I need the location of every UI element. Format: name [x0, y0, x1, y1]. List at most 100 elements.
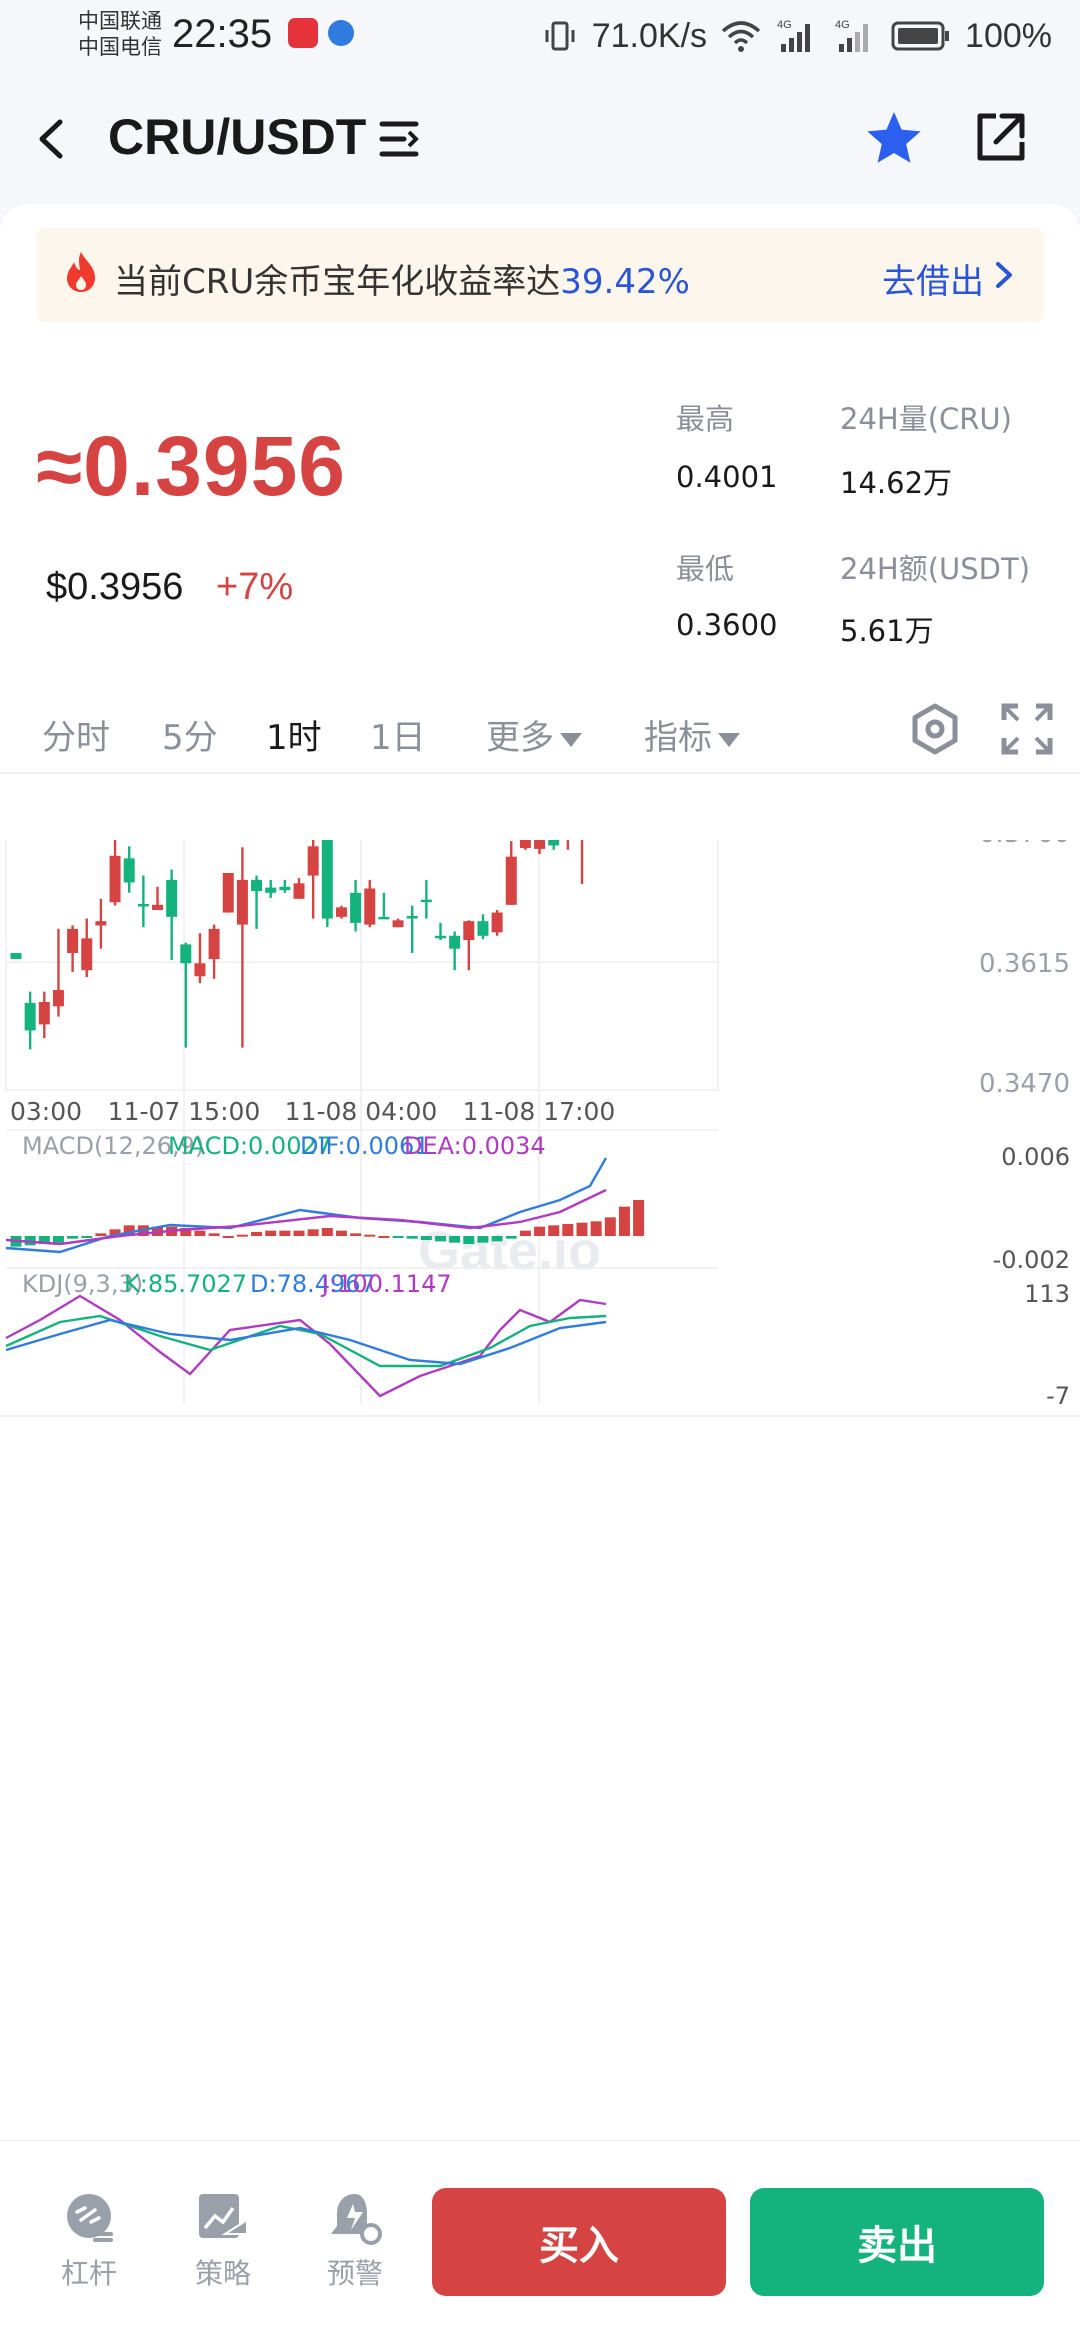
buy-button[interactable]: 买入 [432, 2188, 726, 2296]
pair-menu-icon[interactable] [378, 116, 420, 162]
strategy-icon [199, 2194, 248, 2238]
tab-1hour[interactable]: 1时 [266, 718, 322, 758]
fullscreen-icon[interactable] [1000, 702, 1054, 756]
macd-bar [435, 1236, 446, 1242]
high-value: 0.4001 [676, 460, 778, 494]
macd-legend: MACD(12,26,9) [22, 1132, 204, 1160]
candle-body [477, 921, 489, 936]
macd-bar [590, 1221, 602, 1236]
price-axis-label: 0.3470 [979, 1069, 1070, 1099]
candle-body [364, 888, 376, 925]
dropdown-icon [718, 732, 740, 747]
candle-body [52, 989, 64, 1007]
candle-body [420, 899, 432, 903]
chart-settings-icon[interactable] [908, 702, 962, 756]
macd-bar [633, 1200, 645, 1236]
candle-body [406, 916, 418, 919]
favorite-star-icon[interactable] [864, 108, 924, 168]
sell-button[interactable]: 卖出 [750, 2188, 1044, 2296]
macd-bar [378, 1236, 390, 1238]
signal-icon-1: 4G [777, 19, 811, 52]
app-notification-icon [288, 18, 318, 48]
time-axis-label: 11-08 04:00 [285, 1097, 438, 1126]
price-change: +7% [216, 566, 294, 608]
macd-bar [449, 1236, 461, 1243]
tab-indicators[interactable]: 指标 [644, 710, 740, 759]
candle-body [166, 879, 178, 917]
candle-body [279, 886, 291, 891]
d-line [5, 1318, 607, 1366]
svg-text:4G: 4G [777, 19, 792, 31]
price-axis-label: 0.3760 [979, 840, 1070, 849]
tab-timeline[interactable]: 分时 [42, 718, 110, 758]
macd-bar [52, 1236, 64, 1243]
candle-body [123, 858, 135, 883]
candle-body [67, 928, 79, 953]
tab-1day[interactable]: 1日 [370, 718, 426, 758]
wifi-icon [721, 21, 761, 52]
status-bar: 中国联通 中国电信 22:35 71.0K/s 4G 4G 100% [0, 0, 1080, 78]
macd-bar [208, 1233, 220, 1236]
tab-more[interactable]: 更多 [486, 710, 582, 759]
svg-text:4G: 4G [835, 19, 850, 31]
tabs-divider [0, 772, 1080, 774]
alert-button[interactable]: 预警 [310, 2190, 400, 2292]
price-usd: $0.3956 [46, 566, 184, 608]
net-speed: 71.0K/s [591, 16, 708, 55]
nav-bar: CRU/USDT [0, 78, 1080, 204]
low-value: 0.3600 [676, 608, 778, 642]
candle-body [505, 856, 517, 905]
candles-layer [10, 840, 584, 1050]
macd-axis-top: 0.006 [1001, 1143, 1070, 1171]
macd-legend: DIF:0.0061 [300, 1132, 430, 1160]
battery-icon [891, 21, 950, 51]
macd-bar [420, 1236, 432, 1240]
lend-link[interactable]: 去借出 [882, 262, 984, 302]
candle-body [95, 921, 107, 926]
macd-axis-bottom: -0.002 [993, 1246, 1070, 1274]
share-icon[interactable] [972, 108, 1030, 166]
candle-body [194, 963, 206, 977]
macd-legend: MACD:0.0027 [168, 1132, 332, 1160]
candle-body [152, 904, 163, 910]
candle-body [307, 846, 319, 876]
j-line [5, 1294, 607, 1398]
kline-chart[interactable]: 0.40490.39040.37600.36150.347003:0011-07… [0, 840, 1080, 2110]
candle-body [335, 907, 347, 917]
kdj-legend: KDJ(9,3,3) [22, 1270, 143, 1298]
macd-bar [534, 1226, 546, 1236]
candle-body [534, 840, 546, 849]
candle-body [463, 921, 475, 941]
back-icon[interactable] [28, 114, 78, 164]
fire-icon [67, 252, 95, 292]
candle-body [378, 916, 390, 920]
candle-body [137, 903, 149, 907]
macd-bar [81, 1236, 93, 1238]
candle-body [180, 944, 192, 964]
pair-title[interactable]: CRU/USDT [108, 109, 367, 165]
macd-bar [604, 1217, 616, 1236]
candle-body [350, 892, 362, 923]
volume-value: 14.62万 [840, 466, 953, 500]
leverage-button[interactable]: 杠杆 [44, 2190, 134, 2292]
macd-bar [392, 1236, 404, 1238]
macd-bar [251, 1232, 263, 1236]
macd-bar [95, 1233, 107, 1236]
kdj-legend: K:85.7027 [124, 1270, 247, 1298]
price-axis-label: 0.3615 [979, 949, 1070, 979]
carrier-info: 中国联通 中国电信 [78, 8, 162, 60]
macd-bar [279, 1230, 291, 1236]
earn-banner[interactable]: 当前CRU余币宝年化收益率达39.42% 去借出 [36, 228, 1044, 322]
tab-5min[interactable]: 5分 [162, 718, 218, 758]
candle-body [519, 840, 531, 849]
banner-text: 当前CRU余币宝年化收益率达39.42% [114, 262, 690, 302]
macd-bar [293, 1230, 305, 1236]
vibrate-icon [545, 21, 575, 51]
macd-bar [307, 1229, 319, 1236]
candle-body [435, 935, 446, 939]
strategy-button[interactable]: 策略 [178, 2190, 268, 2292]
macd-bar [335, 1230, 347, 1236]
macd-bar [180, 1228, 192, 1236]
macd-bar [67, 1236, 79, 1239]
